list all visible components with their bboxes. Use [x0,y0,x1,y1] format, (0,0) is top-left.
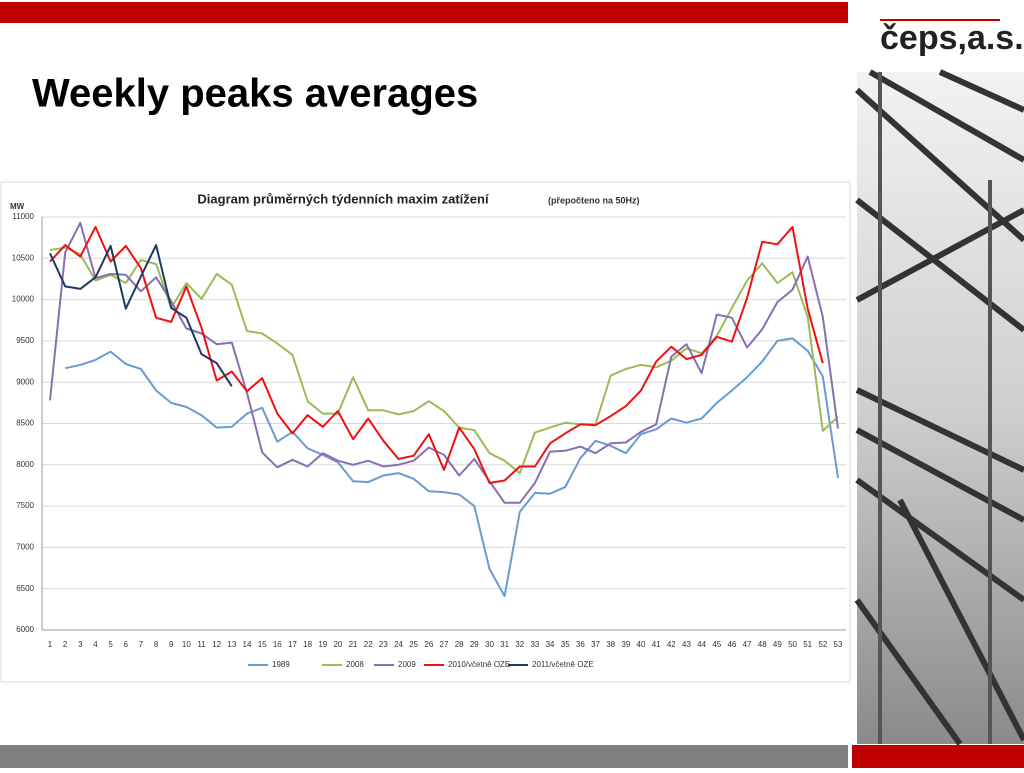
x-tick-label: 27 [440,640,449,649]
y-tick-label: 10000 [12,295,35,304]
x-tick-label: 47 [743,640,752,649]
x-tick-label: 24 [394,640,403,649]
x-tick-label: 5 [108,640,113,649]
x-tick-label: 3 [78,640,83,649]
x-tick-label: 6 [124,640,129,649]
x-tick-label: 10 [182,640,191,649]
y-tick-label: 9000 [16,377,34,386]
x-tick-label: 30 [485,640,494,649]
x-tick-label: 25 [409,640,418,649]
x-tick-label: 31 [500,640,509,649]
x-tick-label: 28 [455,640,464,649]
slide-title: Weekly peaks averages [32,72,478,116]
x-tick-label: 18 [303,640,312,649]
x-tick-label: 4 [93,640,98,649]
legend-label: 2009 [398,660,416,669]
x-tick-label: 40 [637,640,646,649]
x-tick-label: 34 [546,640,555,649]
x-tick-label: 1 [48,640,53,649]
x-tick-label: 35 [561,640,570,649]
photo [854,69,1024,746]
x-tick-label: 53 [834,640,843,649]
series-line [49,225,824,484]
x-tick-label: 42 [667,640,676,649]
bottom-accent [852,745,1024,768]
y-tick-label: 10500 [12,253,35,262]
x-tick-label: 33 [530,640,539,649]
x-tick-label: 17 [288,640,297,649]
y-tick-label: 7000 [16,543,34,552]
x-tick-label: 15 [258,640,267,649]
chart-subtitle: (přepočteno na 50Hz) [548,195,640,205]
y-tick-label: 6500 [16,584,34,593]
x-tick-label: 36 [576,640,585,649]
x-tick-label: 11 [197,640,206,649]
x-tick-label: 32 [515,640,524,649]
x-tick-label: 29 [470,640,479,649]
x-tick-label: 2 [63,640,68,649]
x-tick-label: 22 [364,640,373,649]
y-axis-label: MW [10,202,25,211]
x-tick-label: 23 [379,640,388,649]
logo: čeps,a.s. [880,19,1024,57]
series-line [49,221,839,504]
legend-label: 1989 [272,660,290,669]
x-tick-label: 8 [154,640,159,649]
x-tick-label: 21 [349,640,358,649]
x-tick-label: 9 [169,640,174,649]
x-tick-label: 39 [621,640,630,649]
x-tick-label: 13 [227,640,236,649]
chart-frame [0,181,851,683]
x-tick-label: 45 [712,640,721,649]
legend-label: 2008 [346,660,364,669]
y-tick-label: 7500 [16,501,34,510]
y-tick-label: 8500 [16,419,34,428]
y-tick-label: 8000 [16,460,34,469]
x-tick-label: 38 [606,640,615,649]
series-line [49,244,233,387]
series-line [64,337,839,598]
x-tick-label: 37 [591,640,600,649]
top-bar [0,2,848,23]
legend-label: 2011/včetně OZE [532,660,594,669]
x-tick-label: 41 [652,640,661,649]
x-tick-label: 14 [243,640,252,649]
x-tick-label: 50 [788,640,797,649]
x-tick-label: 44 [697,640,706,649]
x-tick-label: 19 [318,640,327,649]
y-tick-label: 6000 [16,625,34,634]
x-tick-label: 46 [727,640,736,649]
y-tick-label: 9500 [16,336,34,345]
x-tick-label: 51 [803,640,812,649]
x-tick-label: 52 [818,640,827,649]
x-tick-label: 49 [773,640,782,649]
x-tick-label: 43 [682,640,691,649]
x-tick-label: 26 [424,640,433,649]
chart-title: Diagram průměrných týdenních maxim zatíž… [197,191,489,206]
x-tick-label: 16 [273,640,282,649]
y-tick-label: 11000 [12,212,34,221]
x-tick-label: 20 [333,640,342,649]
x-tick-label: 7 [139,640,144,649]
x-tick-label: 48 [758,640,767,649]
x-tick-label: 12 [212,640,221,649]
legend-label: 2010/včetně OZE [448,660,510,669]
bottom-bar [0,745,848,768]
